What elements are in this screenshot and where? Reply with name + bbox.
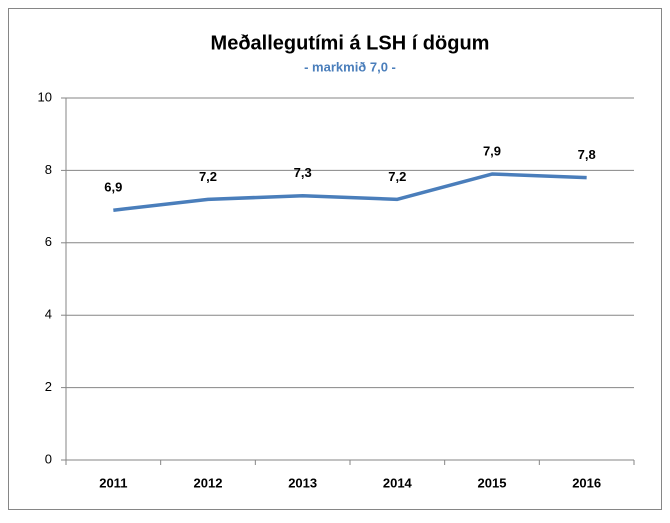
y-tick-label: 8 <box>45 162 52 177</box>
data-label: 7,3 <box>294 165 312 180</box>
x-tick-label: 2016 <box>572 475 601 490</box>
data-label: 7,9 <box>483 143 501 158</box>
y-tick-label: 4 <box>45 307 52 322</box>
y-tick-label: 0 <box>45 451 52 466</box>
x-tick-label: 2012 <box>194 475 223 490</box>
data-label: 7,2 <box>199 169 217 184</box>
y-tick-label: 10 <box>38 89 52 104</box>
x-tick-label: 2011 <box>99 475 127 490</box>
chart-subtitle: - markmið 7,0 - <box>304 59 396 74</box>
x-tick-label: 2015 <box>478 475 507 490</box>
x-tick-label: 2013 <box>288 475 317 490</box>
chart-border <box>8 8 662 510</box>
y-tick-label: 6 <box>45 234 52 249</box>
data-label: 7,8 <box>578 147 596 162</box>
y-tick-label: 2 <box>45 379 52 394</box>
line-series <box>113 172 587 212</box>
data-label: 7,2 <box>388 169 406 184</box>
x-tick-label: 2014 <box>383 475 413 490</box>
chart-title: Meðallegutími á LSH í dögum <box>211 32 490 54</box>
data-label: 6,9 <box>104 180 122 195</box>
